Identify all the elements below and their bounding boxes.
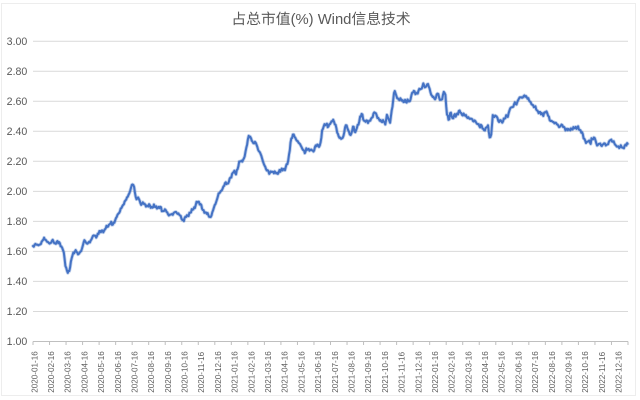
svg-text:2020-01-16: 2020-01-16 [30,351,39,393]
svg-text:2021-02-16: 2021-02-16 [247,351,256,393]
svg-text:2.80: 2.80 [7,66,28,78]
svg-text:2021-09-16: 2021-09-16 [364,351,373,393]
svg-text:2021-11-16: 2021-11-16 [398,351,407,392]
svg-text:2021-10-16: 2021-10-16 [381,351,390,393]
svg-text:2020-09-16: 2020-09-16 [164,351,173,393]
svg-text:1.60: 1.60 [7,246,28,258]
svg-text:1.40: 1.40 [7,276,28,288]
svg-text:2022-02-16: 2022-02-16 [448,351,457,393]
svg-text:2020-04-16: 2020-04-16 [80,351,89,393]
svg-text:2022-08-16: 2022-08-16 [548,351,557,393]
svg-text:2.20: 2.20 [7,156,28,168]
svg-text:2022-04-16: 2022-04-16 [481,351,490,393]
svg-text:2021-04-16: 2021-04-16 [281,351,290,393]
svg-text:2.60: 2.60 [7,96,28,108]
svg-text:1.00: 1.00 [7,336,28,348]
svg-text:2.00: 2.00 [7,186,28,198]
svg-text:2022-09-16: 2022-09-16 [565,351,574,393]
svg-text:2020-05-16: 2020-05-16 [97,351,106,393]
svg-text:2020-10-16: 2020-10-16 [181,351,190,393]
svg-text:2022-10-16: 2022-10-16 [581,351,590,393]
svg-text:2020-03-16: 2020-03-16 [64,351,73,393]
svg-text:1.80: 1.80 [7,216,28,228]
svg-text:2022-11-16: 2022-11-16 [598,351,607,392]
svg-text:2021-12-16: 2021-12-16 [414,351,423,393]
svg-text:(%) Wind: (%) Wind [291,12,352,28]
svg-text:2021-06-16: 2021-06-16 [314,351,323,393]
svg-text:2022-03-16: 2022-03-16 [464,351,473,393]
svg-text:2022-12-16: 2022-12-16 [615,351,624,393]
svg-text:2020-06-16: 2020-06-16 [114,351,123,393]
svg-text:2021-05-16: 2021-05-16 [297,351,306,393]
svg-text:2021-03-16: 2021-03-16 [264,351,273,393]
svg-text:2021-07-16: 2021-07-16 [331,351,340,393]
svg-text:2022-06-16: 2022-06-16 [514,351,523,393]
svg-text:1.20: 1.20 [7,306,28,318]
svg-text:2022-01-16: 2022-01-16 [431,351,440,393]
svg-text:2022-05-16: 2022-05-16 [498,351,507,393]
svg-text:3.00: 3.00 [7,36,28,48]
svg-text:2021-01-16: 2021-01-16 [231,351,240,393]
svg-text:2022-07-16: 2022-07-16 [531,351,540,393]
svg-text:2021-08-16: 2021-08-16 [347,351,356,393]
svg-text:2020-12-16: 2020-12-16 [214,351,223,393]
svg-text:2020-02-16: 2020-02-16 [47,351,56,393]
svg-text:2020-07-16: 2020-07-16 [130,351,139,393]
svg-text:2020-11-16: 2020-11-16 [197,351,206,392]
svg-text:2.40: 2.40 [7,126,28,138]
svg-text:2020-08-16: 2020-08-16 [147,351,156,393]
